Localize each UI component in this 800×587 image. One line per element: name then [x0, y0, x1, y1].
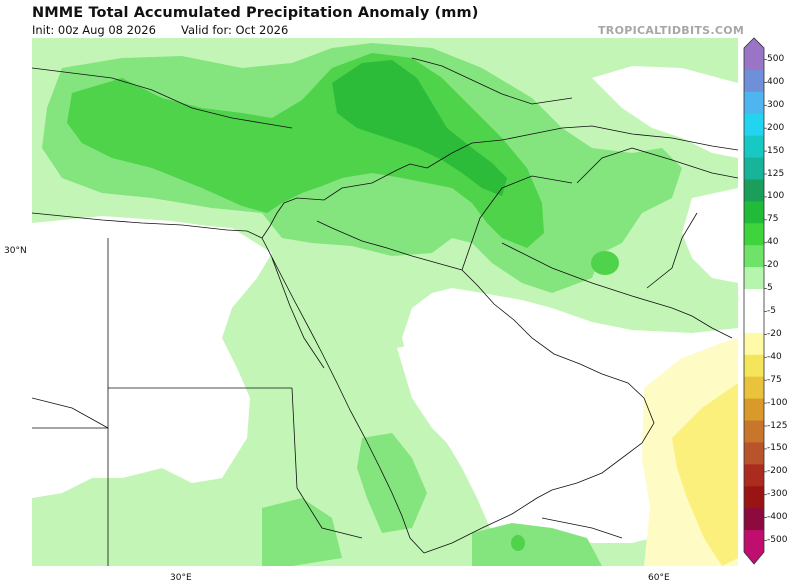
colorbar-tick-label: 75	[767, 214, 779, 225]
colorbar-tick-label: 150	[767, 145, 785, 156]
colorbar-tick-label: -100	[767, 397, 788, 408]
colorbar-tick-label: -300	[767, 489, 788, 500]
colorbar-top-arrow	[744, 38, 764, 48]
colorbar-segment	[744, 398, 764, 422]
lat-label: 30°N	[4, 246, 27, 256]
watermark: TROPICALTIDBITS.COM	[598, 24, 745, 37]
colorbar-segment	[744, 245, 764, 268]
colorbar-tick-label: 400	[767, 76, 785, 87]
colorbar-segment	[744, 157, 764, 180]
lon-label-30e: 30°E	[170, 573, 192, 583]
colorbar-tick-label: 500	[767, 53, 785, 64]
anomaly-neutral-patch-west	[32, 216, 262, 498]
colorbar-tick-label: 125	[767, 168, 785, 179]
colorbar-tick-label: -150	[767, 443, 788, 454]
valid-time: Valid for: Oct 2026	[181, 23, 289, 37]
anomaly-neutral-patch-east	[592, 66, 738, 158]
colorbar-segment	[744, 310, 764, 334]
anomaly-neutral-patch-arabia	[397, 338, 682, 508]
colorbar-segment	[744, 508, 764, 531]
anomaly-green-blob-iran	[591, 251, 619, 275]
colorbar-tick-label: -20	[767, 328, 782, 339]
anomaly-dark-green-core	[332, 60, 507, 196]
colorbar-segment	[744, 48, 764, 71]
country-borders	[32, 57, 738, 566]
anomaly-neutral-patch-iran	[682, 188, 738, 283]
anomaly-green-blob-south	[357, 433, 427, 533]
colorbar-segment	[744, 530, 764, 553]
colorbar-tick-label: -125	[767, 420, 788, 431]
colorbar-segment	[744, 289, 764, 312]
colorbar-segment	[744, 113, 764, 137]
init-time: Init: 00z Aug 08 2026	[32, 23, 156, 37]
colorbar-segment	[744, 179, 764, 202]
colorbar-tick-label: 40	[767, 237, 779, 248]
lon-label-60e: 60°E	[648, 573, 670, 583]
precipitation-anomaly-map	[32, 38, 738, 566]
anomaly-green-blob-horn	[262, 498, 342, 566]
colorbar-segment	[744, 486, 764, 509]
colorbar-segment	[744, 267, 764, 290]
colorbar-outline	[743, 37, 765, 565]
colorbar-segment	[744, 354, 764, 378]
colorbar-segment	[744, 201, 764, 224]
colorbar-tick-label: 300	[767, 99, 785, 110]
colorbar-tick-label: -5	[767, 305, 776, 316]
colorbar-segment	[744, 464, 764, 487]
colorbar-segment	[744, 420, 764, 443]
colorbar-tick-label: 100	[767, 191, 785, 202]
colorbar-segment	[744, 69, 764, 93]
colorbar-tick-label: 200	[767, 122, 785, 133]
anomaly-green-blob-se	[472, 523, 602, 566]
colorbar-bottom-arrow	[744, 552, 764, 564]
colorbar-tick-label: -500	[767, 535, 788, 546]
map-title: NMME Total Accumulated Precipitation Ano…	[32, 5, 479, 21]
colorbar-segment	[744, 442, 764, 465]
colorbar-segment	[744, 332, 764, 356]
colorbar-tick-label: -200	[767, 466, 788, 477]
colorbar-segment	[744, 135, 764, 159]
colorbar-tick-label: -75	[767, 374, 782, 385]
anomaly-neutral-patch-gulf	[512, 308, 738, 368]
colorbar-tick-label: -400	[767, 512, 788, 523]
anomaly-green-blob-spot	[511, 535, 525, 551]
colorbar-segment	[744, 376, 764, 400]
colorbar-segment	[744, 91, 764, 115]
colorbar-segment	[744, 223, 764, 246]
anomaly-dry-region	[672, 383, 738, 566]
colorbar-tick-label: 20	[767, 260, 779, 271]
colorbar-tick-label: 5	[767, 283, 773, 294]
colorbar-tick-label: -40	[767, 351, 782, 362]
